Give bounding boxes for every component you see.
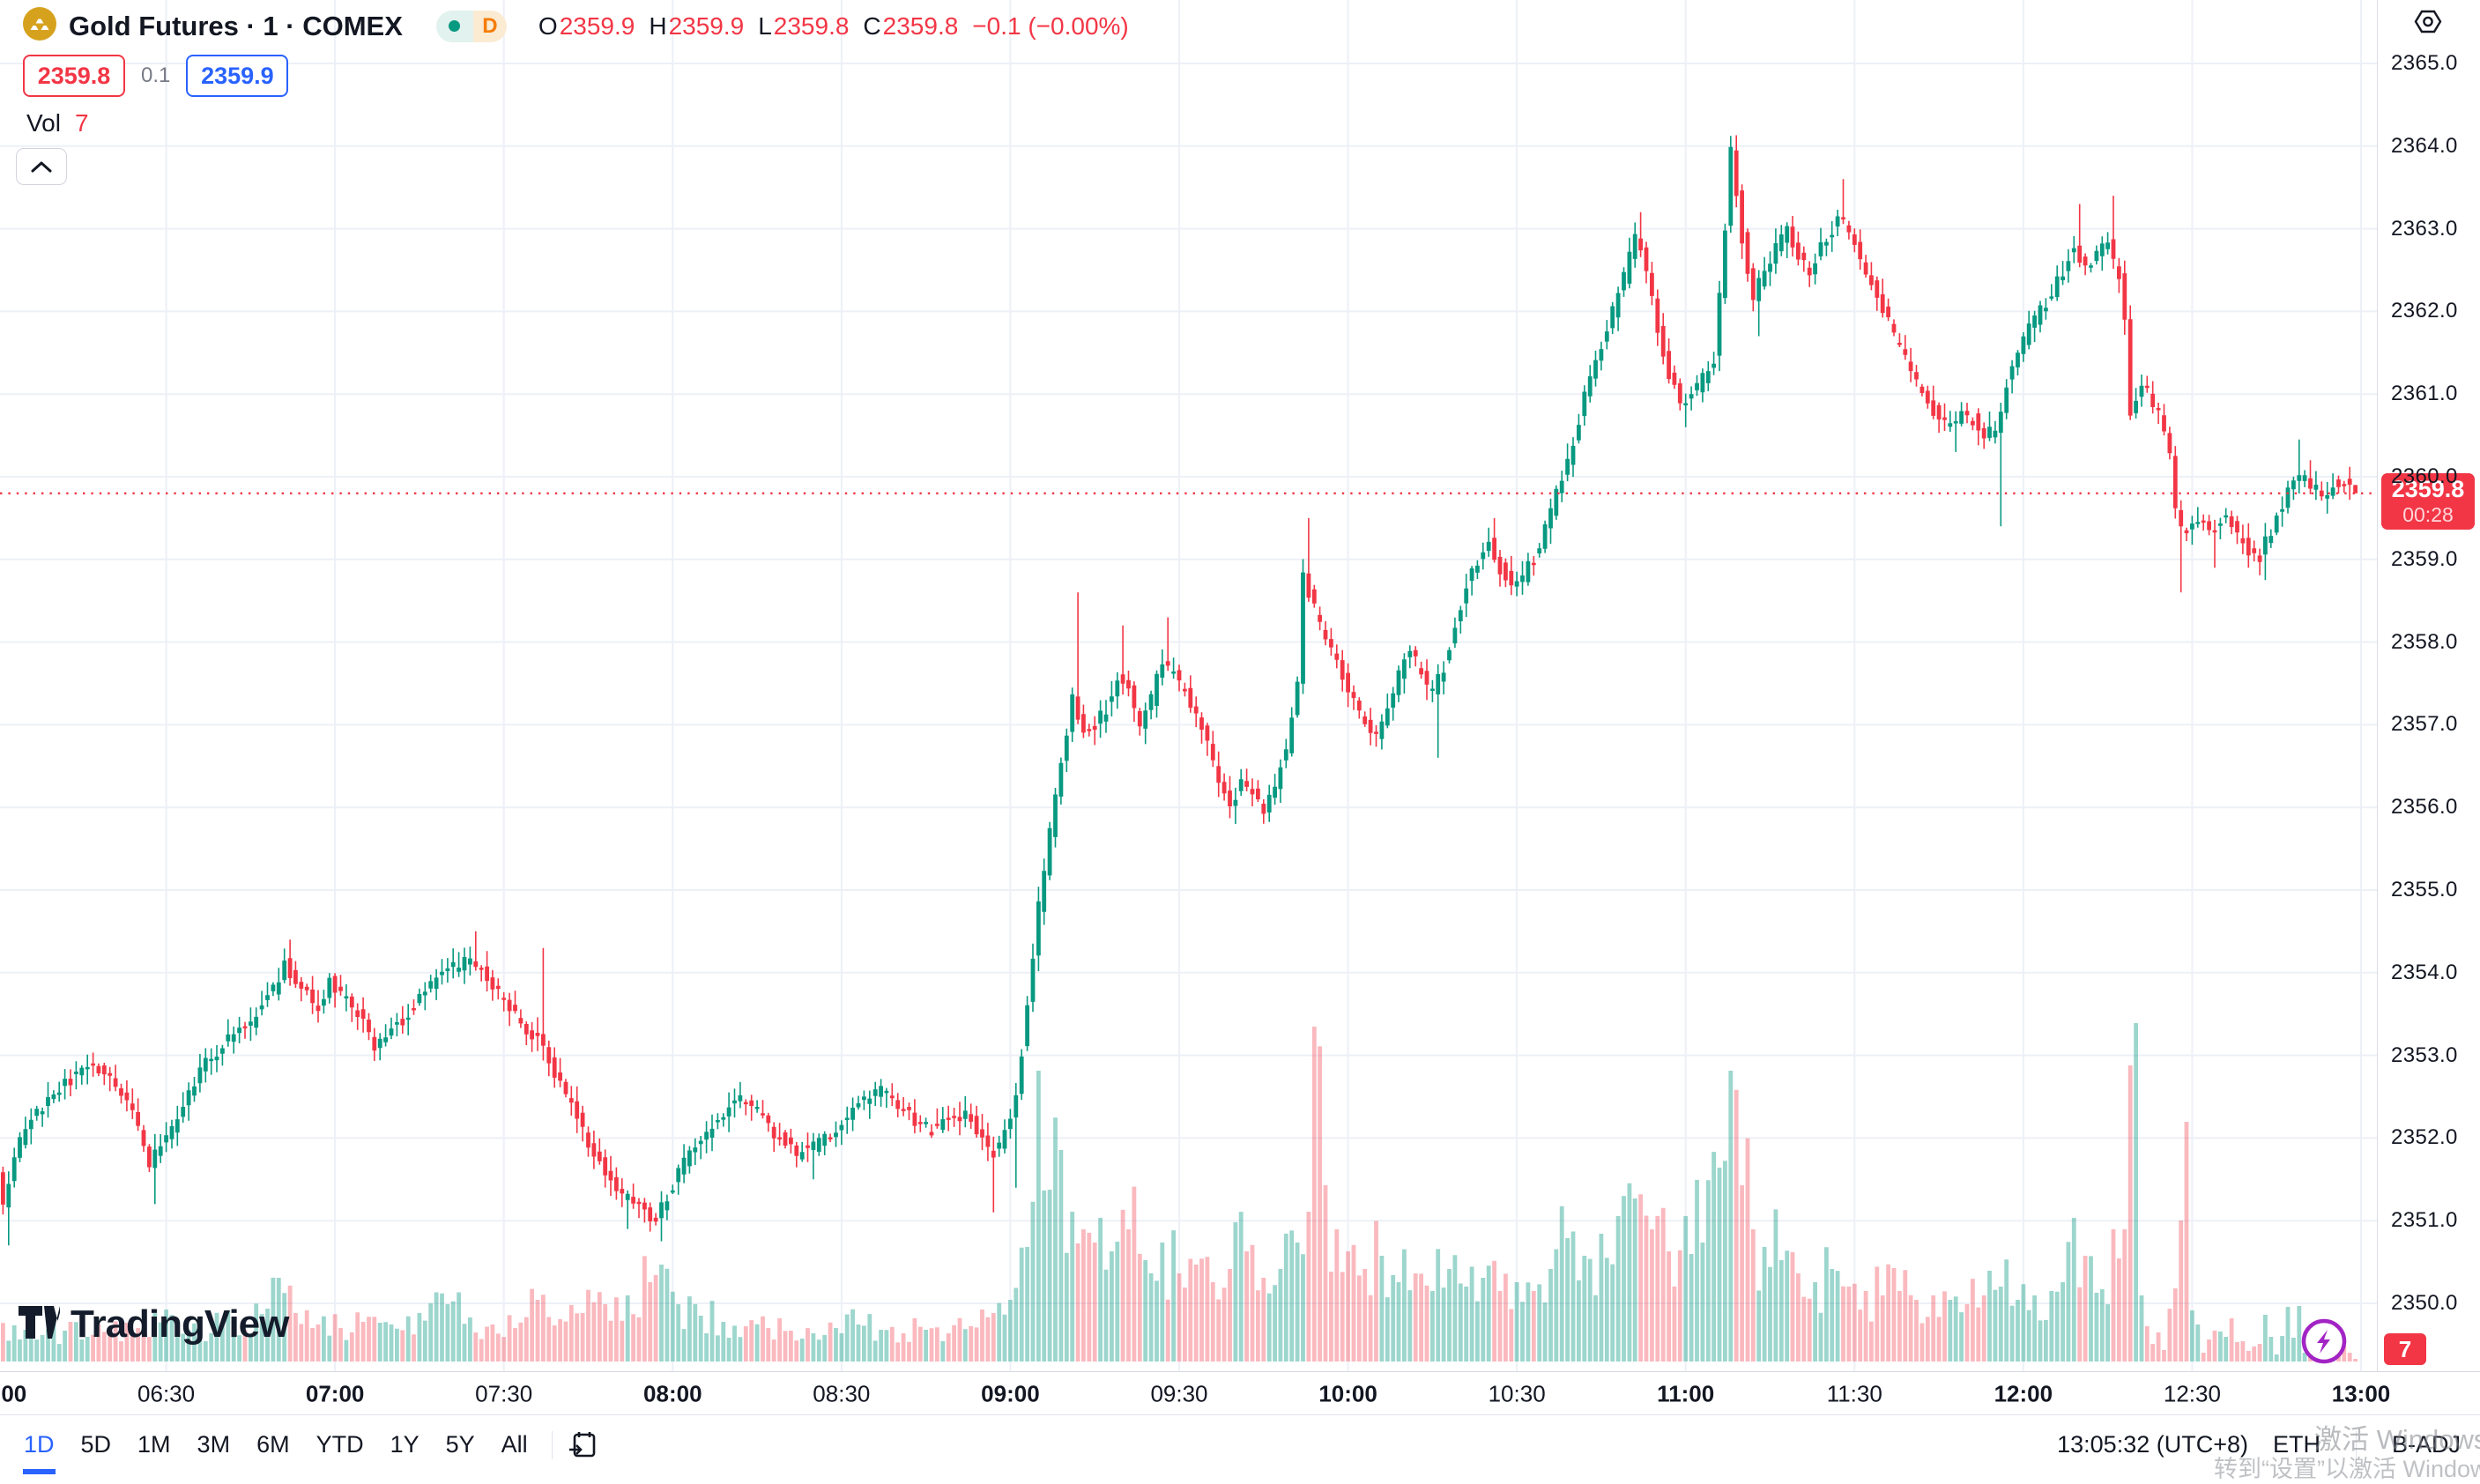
- go-to-date-icon[interactable]: [563, 1426, 602, 1465]
- price-tick-2365.0: 2365.0: [2391, 51, 2458, 75]
- time-tick-10:00: 10:00: [1318, 1380, 1377, 1406]
- adjustment-toggle[interactable]: B-ADJ: [2391, 1431, 2461, 1458]
- range-button-1y[interactable]: 1Y: [390, 1431, 420, 1458]
- market-open-dot-icon: [435, 10, 473, 42]
- range-button-1d[interactable]: 1D: [11, 1415, 68, 1474]
- change-value: −0.1 (−0.00%): [972, 11, 1129, 40]
- time-tick-11:30: 11:30: [1826, 1380, 1882, 1406]
- axis-settings-icon[interactable]: [2413, 10, 2443, 33]
- ranges-divider: [551, 1430, 553, 1459]
- time-tick-11:00: 11:00: [1657, 1380, 1715, 1406]
- time-axis[interactable]: 06:00 06:30 07:00 07:30 08:00 08:30 09:00 09:30…: [0, 1371, 2480, 1415]
- time-tick-06:00: 06:00: [0, 1380, 27, 1406]
- ohlc-values: O2359.9 H2359.9 L2359.8 C2359.8 −0.1 (−0…: [538, 11, 1129, 40]
- candle-wicks-up: [8, 136, 2334, 1246]
- range-button-ytd[interactable]: YTD: [316, 1431, 364, 1458]
- candle-bodies-up: [6, 146, 2335, 1219]
- bottom-toolbar: 1D 5D 1M 3M 6M YTD 1Y 5Y All 13:05:32 (UTC+8) ET…: [0, 1414, 2480, 1474]
- price-tick-2355.0: 2355.0: [2391, 878, 2458, 902]
- time-tick-07:30: 07:30: [475, 1380, 533, 1406]
- price-tick-2363.0: 2363.0: [2391, 216, 2458, 241]
- date-range-switcher: 1D 5D 1M 3M 6M YTD 1Y 5Y All: [11, 1415, 602, 1474]
- time-tick-12:00: 12:00: [1994, 1380, 2053, 1406]
- price-tick-2361.0: 2361.0: [2391, 382, 2458, 406]
- volume-bars-up: [6, 1023, 2335, 1362]
- market-status-pill[interactable]: D: [435, 10, 507, 42]
- volume-axis-label: 7: [2384, 1333, 2426, 1365]
- price-tick-2354.0: 2354.0: [2391, 960, 2458, 984]
- price-tick-2358.0: 2358.0: [2391, 629, 2458, 654]
- low-value: 2359.8: [773, 11, 850, 40]
- bar-countdown: 00:28: [2402, 503, 2454, 527]
- last-price-label: 2359.8 00:28: [2381, 473, 2475, 530]
- time-tick-09:30: 09:30: [1150, 1380, 1208, 1406]
- tradingview-glyph-icon: [19, 1306, 60, 1339]
- range-button-1m[interactable]: 1M: [137, 1431, 171, 1458]
- time-tick-08:30: 08:30: [813, 1380, 871, 1406]
- symbol-logo-icon: [23, 7, 56, 45]
- session-toggle[interactable]: ETH: [2272, 1431, 2320, 1458]
- symbol-title[interactable]: Gold Futures · 1 · COMEX: [69, 10, 403, 41]
- time-tick-07:00: 07:00: [305, 1380, 365, 1406]
- time-tick-08:00: 08:00: [643, 1380, 702, 1406]
- buy-button[interactable]: 2359.9: [186, 55, 289, 97]
- range-button-5d[interactable]: 5D: [80, 1431, 112, 1458]
- range-button-3m[interactable]: 3M: [197, 1431, 231, 1458]
- time-tick-13:00: 13:00: [2331, 1380, 2391, 1406]
- price-axis[interactable]: 2359.8 00:28 7 2365.0 2364.0 2363.0 2362.0 2…: [2377, 0, 2480, 1371]
- price-tick-2364.0: 2364.0: [2391, 133, 2458, 158]
- candlestick-chart[interactable]: [0, 0, 2377, 1371]
- time-tick-06:30: 06:30: [137, 1380, 196, 1406]
- time-tick-12:30: 12:30: [2163, 1380, 2221, 1406]
- volume-bars-down: [1, 1027, 2357, 1362]
- data-mode-badge[interactable]: D: [472, 10, 507, 42]
- clock[interactable]: 13:05:32 (UTC+8): [2057, 1431, 2248, 1458]
- volume-value: 7: [74, 109, 89, 137]
- price-tick-2350.0: 2350.0: [2391, 1291, 2458, 1315]
- last-price-value: 2359.8: [2391, 476, 2465, 502]
- range-button-all[interactable]: All: [501, 1431, 528, 1458]
- price-tick-2351.0: 2351.0: [2391, 1208, 2458, 1233]
- toolbar-right: 13:05:32 (UTC+8) ETH B-ADJ: [2057, 1415, 2461, 1474]
- toolbar-divider: [2355, 1430, 2357, 1459]
- tradingview-logo-text: TradingView: [71, 1302, 289, 1346]
- volume-label: Vol: [26, 109, 61, 137]
- high-value: 2359.9: [668, 11, 745, 40]
- open-value: 2359.9: [559, 11, 635, 40]
- price-tick-2362.0: 2362.0: [2391, 299, 2458, 323]
- price-tick-2352.0: 2352.0: [2391, 1125, 2458, 1150]
- sell-button[interactable]: 2359.8: [23, 55, 125, 97]
- price-tick-2357.0: 2357.0: [2391, 712, 2458, 737]
- collapse-legend-button[interactable]: [16, 148, 67, 185]
- boost-lightning-button[interactable]: [2301, 1318, 2347, 1364]
- gridlines: [0, 0, 2377, 1371]
- price-tick-2359.0: 2359.0: [2391, 546, 2458, 571]
- volume-legend: Vol 7: [26, 109, 89, 137]
- price-tick-2360.0: 2360.0: [2391, 464, 2458, 488]
- tradingview-logo[interactable]: TradingView: [18, 1302, 289, 1347]
- range-button-5y[interactable]: 5Y: [445, 1431, 475, 1458]
- time-tick-10:30: 10:30: [1488, 1380, 1546, 1406]
- close-value: 2359.8: [882, 11, 959, 40]
- candle-wicks-down: [2, 135, 2357, 1232]
- price-tick-2353.0: 2353.0: [2391, 1043, 2458, 1067]
- range-button-6m[interactable]: 6M: [256, 1431, 290, 1458]
- spread-value: 0.1: [141, 63, 171, 87]
- price-tick-2356.0: 2356.0: [2391, 795, 2458, 820]
- time-tick-09:00: 09:00: [981, 1380, 1040, 1406]
